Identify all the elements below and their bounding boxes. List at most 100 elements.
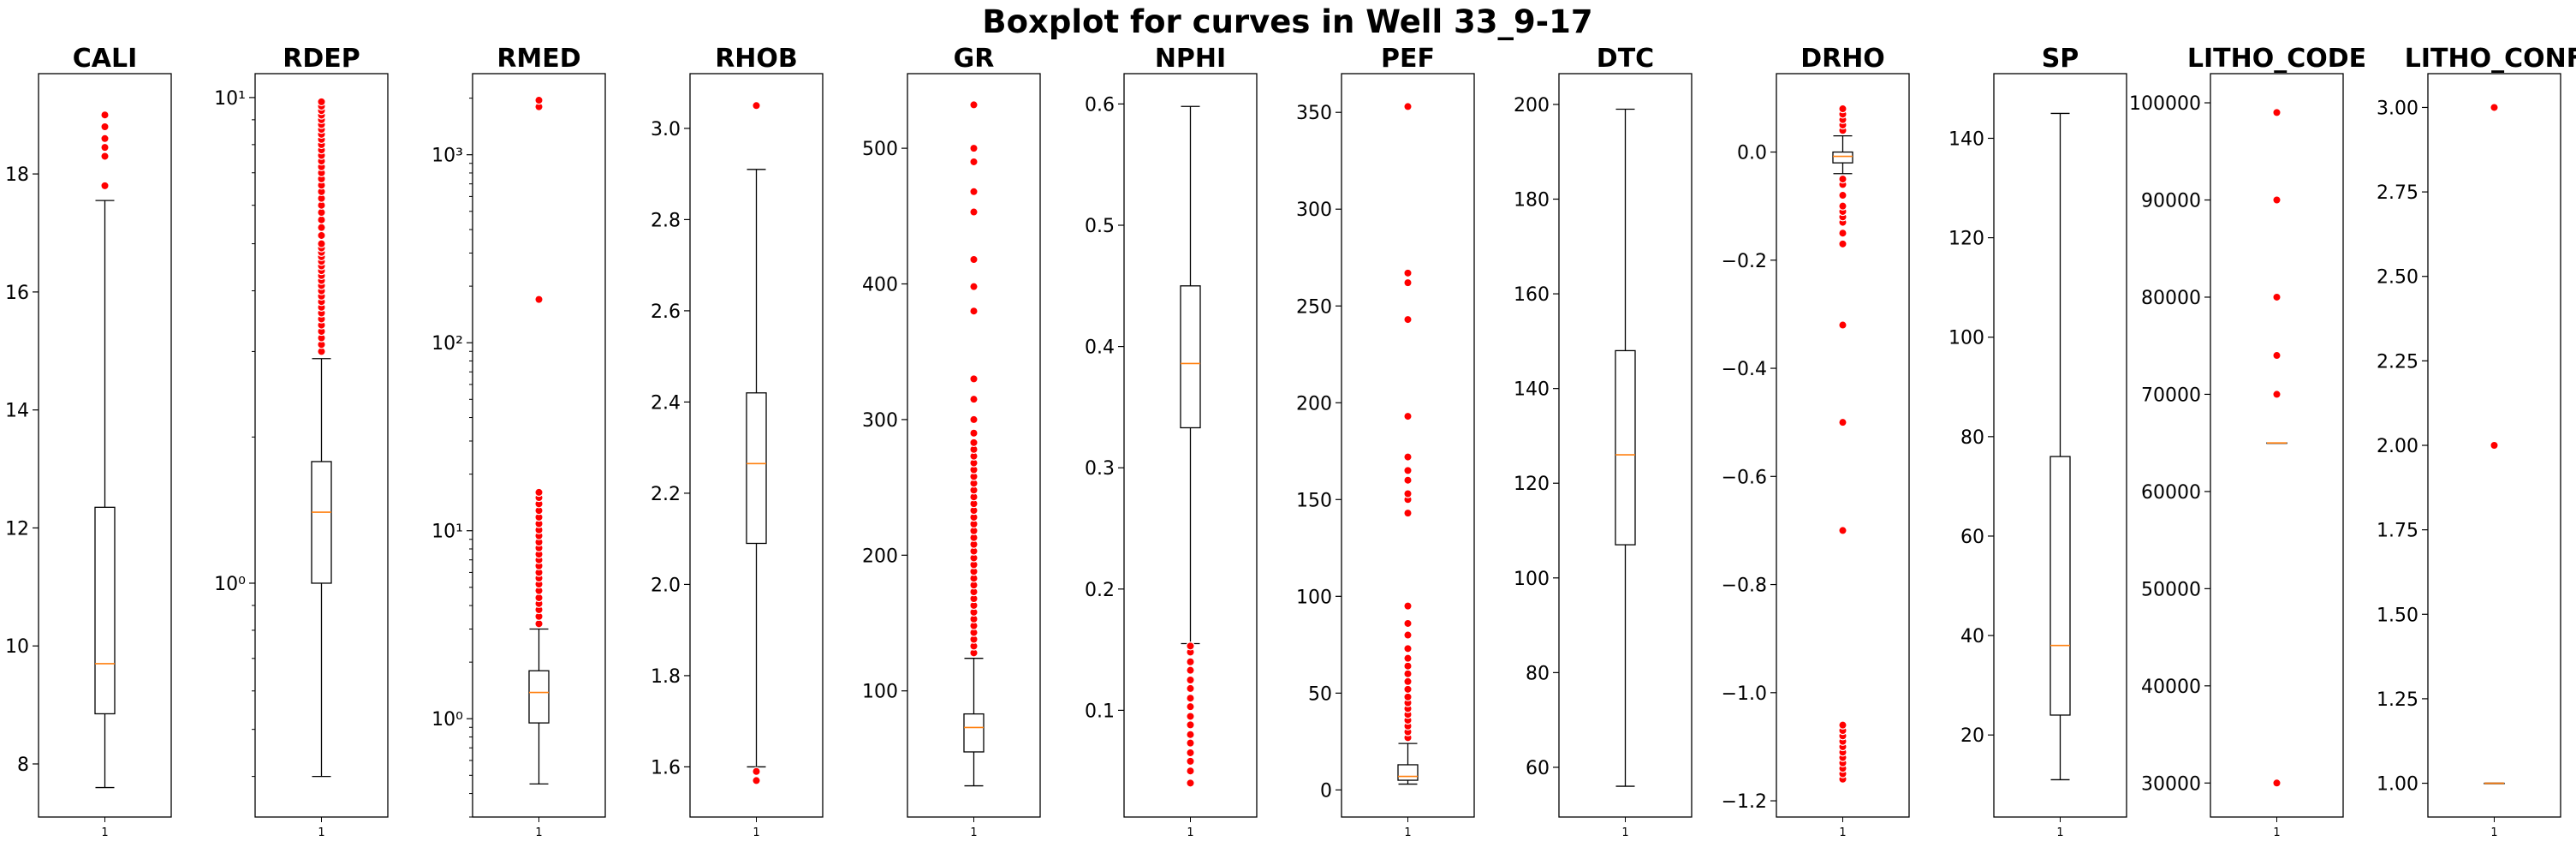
y-tick-label: 1.00 — [2377, 774, 2418, 796]
subplot-pef: PEF 0 50 100 150 200 250 300 350 1 — [1296, 44, 1475, 839]
outlier-point — [1186, 641, 1195, 651]
outlier-point — [1403, 102, 1413, 111]
x-tick-label: 1 — [535, 826, 542, 839]
y-tick-label: 100 — [1296, 587, 1332, 608]
outlier-point — [1186, 675, 1195, 685]
iqr-box — [1615, 349, 1636, 546]
y-tick-label: 140 — [1514, 379, 1550, 401]
outlier-point — [1403, 618, 1413, 629]
outlier-point — [969, 374, 979, 384]
outlier-point — [2272, 350, 2282, 361]
y-tick-label: 100 — [1514, 569, 1550, 590]
outlier-point — [2490, 103, 2499, 112]
subplot-title: PEF — [1381, 44, 1435, 74]
outlier-point — [1403, 684, 1413, 695]
outlier-point — [1838, 229, 1847, 238]
x-tick-label: 1 — [2056, 826, 2063, 839]
x-tick-label: 1 — [2490, 826, 2497, 839]
subplot-litho-code: LITHO_CODE 30000 40000 50000 60000 70000 80000… — [2129, 44, 2366, 839]
y-tick-label: 0.6 — [1085, 94, 1115, 116]
y-tick-label: 500 — [862, 139, 898, 160]
outlier-point — [1403, 692, 1413, 702]
outlier-point — [2272, 390, 2282, 399]
outlier-point — [1838, 320, 1847, 330]
subplot-title: DTC — [1597, 44, 1654, 74]
y-tick-label: 8 — [17, 755, 29, 776]
y-tick-label: 200 — [1514, 95, 1550, 116]
figure-title: Boxplot for curves in Well 33_9-17 — [982, 3, 1592, 40]
y-tick-label: −0.4 — [1722, 359, 1767, 380]
y-tick-label: 10 — [5, 636, 29, 658]
outlier-point — [1403, 601, 1413, 611]
subplot-litho-conf: LITHO_CONF 1.00 1.25 1.50 1.75 2.00 2.25 2.50 2.… — [2377, 44, 2576, 839]
y-tick-label: 16 — [5, 283, 29, 304]
x-tick-label: 1 — [2273, 826, 2280, 839]
outlier-point — [1403, 644, 1413, 653]
x-tick-label: 1 — [1404, 826, 1411, 839]
y-tick-label: 14 — [5, 401, 29, 422]
outlier-point — [1838, 417, 1847, 427]
subplot-title: RMED — [497, 44, 580, 74]
y-tick-label: 100000 — [2129, 93, 2201, 115]
outlier-point — [100, 134, 110, 143]
outlier-point — [969, 282, 979, 291]
y-tick-label: 20 — [1960, 725, 1984, 747]
subplot-dtc: DTC 60 80 100 120 140 160 180 200 1 — [1514, 44, 1693, 839]
y-tick-label: 3.0 — [651, 119, 681, 140]
outlier-point — [1186, 766, 1195, 776]
y-tick-label: 10³ — [431, 146, 463, 167]
y-tick-label: 0.2 — [1085, 580, 1115, 601]
outlier-point — [1186, 756, 1195, 766]
x-tick-label: 1 — [1187, 826, 1193, 839]
y-tick-label: 18 — [5, 164, 29, 186]
iqr-box — [311, 461, 332, 584]
y-tick-label: 100 — [862, 682, 898, 703]
y-tick-label: 160 — [1514, 284, 1550, 306]
outlier-point — [969, 143, 979, 153]
y-tick-label: 12 — [5, 518, 29, 540]
outlier-point — [1403, 466, 1413, 475]
y-tick-label: 50000 — [2141, 579, 2201, 600]
y-tick-label: 0.5 — [1085, 216, 1115, 237]
outlier-point — [100, 110, 110, 120]
outlier-point — [2490, 440, 2499, 450]
outlier-point — [2272, 778, 2282, 788]
outlier-point — [1403, 669, 1413, 678]
y-tick-label: 1.6 — [651, 757, 681, 778]
y-tick-label: 80 — [1526, 663, 1550, 684]
outlier-point — [969, 428, 979, 438]
outlier-point — [317, 230, 326, 241]
y-tick-label: 80 — [1960, 427, 1984, 449]
outlier-point — [1403, 452, 1413, 462]
outlier-point — [100, 181, 110, 191]
outlier-point — [752, 776, 761, 785]
outlier-point — [100, 142, 110, 152]
y-tick-label: −0.2 — [1722, 251, 1767, 272]
x-tick-label: 1 — [318, 826, 324, 839]
outlier-point — [1186, 720, 1195, 730]
y-tick-label: 10⁰ — [214, 574, 246, 595]
y-tick-label: −1.2 — [1722, 791, 1767, 813]
iqr-box — [1832, 151, 1853, 164]
y-tick-label: 2.0 — [651, 575, 681, 596]
subplot-gr: GR 100 200 300 400 500 1 — [862, 44, 1041, 839]
subplot-cali: CALI 8 10 12 14 16 18 1 — [5, 44, 172, 839]
y-tick-label: 0.0 — [1737, 143, 1767, 164]
subplot-title: SP — [2042, 44, 2079, 74]
outlier-point — [969, 394, 979, 404]
y-tick-label: 40000 — [2141, 677, 2201, 698]
y-tick-label: 3.00 — [2377, 98, 2418, 119]
outlier-point — [1403, 661, 1413, 671]
outlier-point — [1838, 190, 1847, 200]
y-tick-label: 40 — [1960, 626, 1984, 647]
y-tick-label: 60 — [1526, 758, 1550, 779]
subplot-rdep: RDEP 10⁰ 10¹ 1 — [214, 44, 389, 839]
y-tick-label: 10⁰ — [431, 709, 463, 731]
outlier-point — [1186, 683, 1195, 694]
subplot-title: CALI — [73, 44, 138, 74]
outlier-point — [1403, 475, 1413, 485]
outlier-point — [1403, 677, 1413, 686]
subplot-nphi: NPHI 0.1 0.2 0.3 0.4 0.5 0.6 1 — [1085, 44, 1258, 839]
outlier-point — [1186, 694, 1195, 703]
